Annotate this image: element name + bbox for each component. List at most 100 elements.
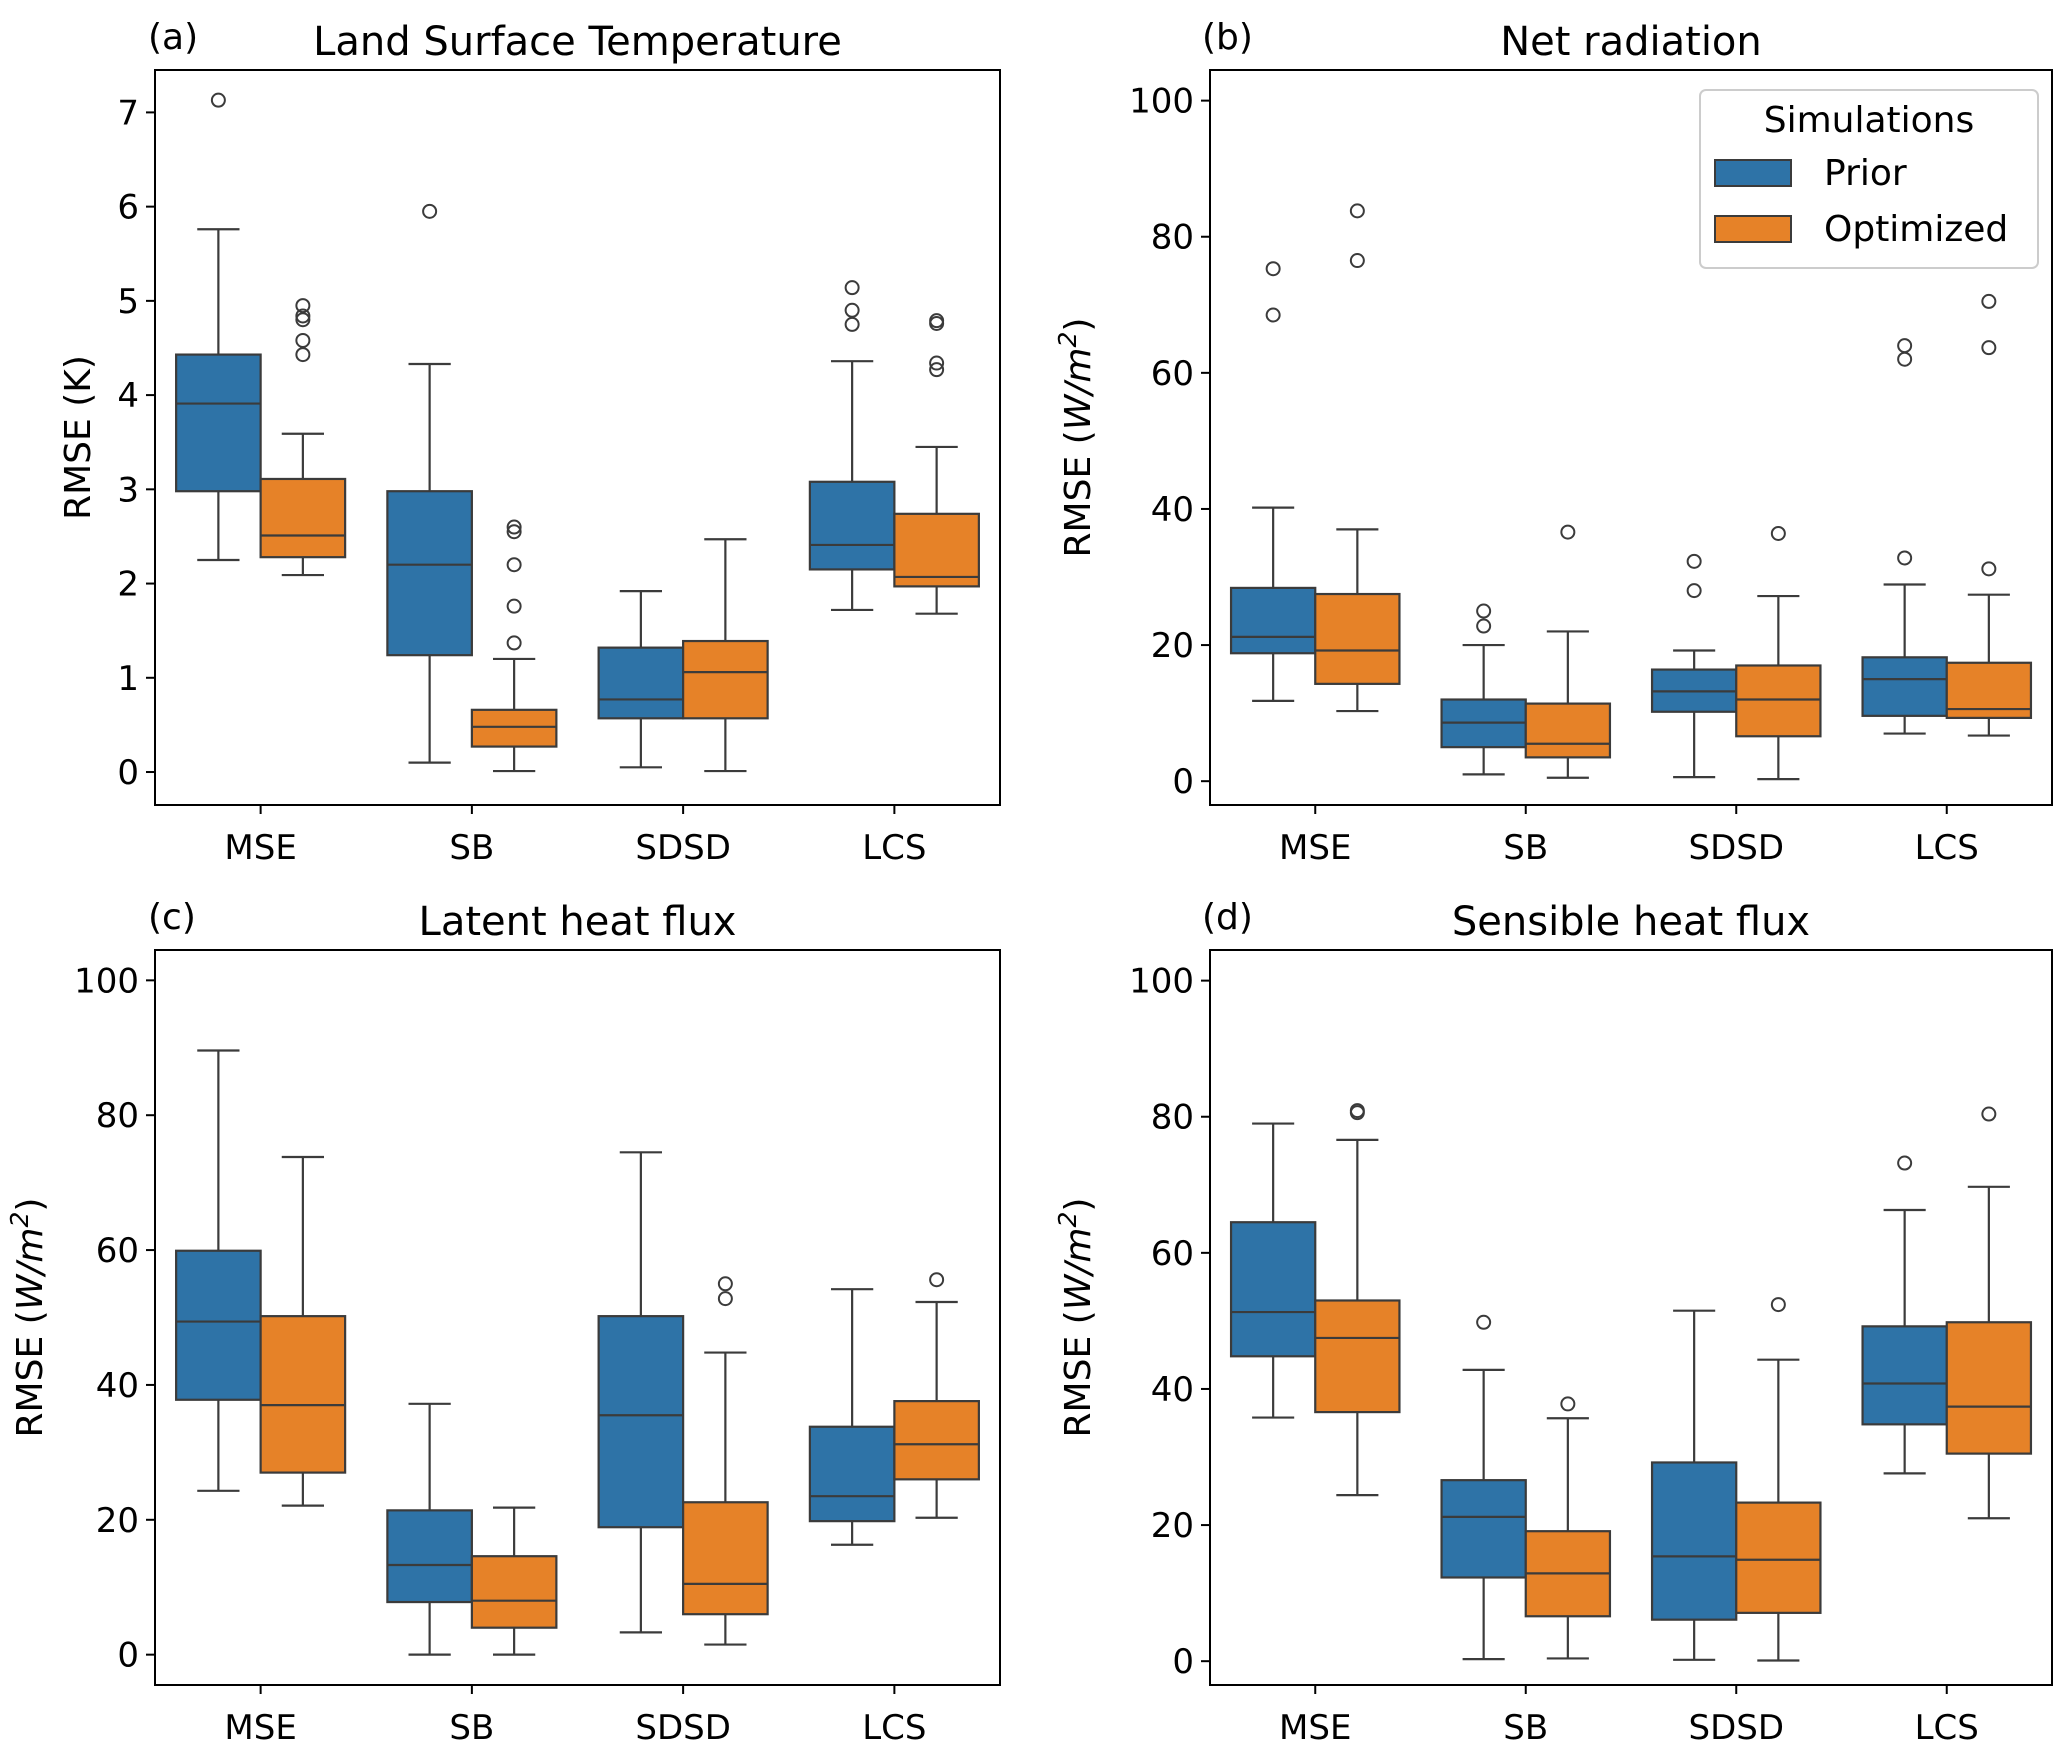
box-prior-lcs bbox=[1861, 338, 1948, 735]
y-tick-label: 5 bbox=[117, 282, 139, 322]
iqr-box bbox=[1524, 702, 1612, 759]
box-optimized-sb bbox=[1524, 524, 1612, 779]
iqr-box bbox=[682, 1501, 769, 1616]
box-optimized-lcs bbox=[893, 313, 980, 615]
box-prior-lcs bbox=[808, 280, 896, 612]
iqr-box bbox=[175, 1249, 262, 1401]
box-optimized-lcs bbox=[1945, 293, 2033, 737]
outlier-point bbox=[1560, 524, 1576, 540]
x-tick-label: MSE bbox=[224, 1708, 296, 1744]
axes-frame bbox=[154, 69, 1001, 806]
panel-1: 0 1 2 3 4 5 6 7 MSE SB SDSD LCS Land Surface Tempera… bbox=[58, 17, 1001, 868]
box-optimized-sdsd bbox=[1735, 525, 1822, 781]
box-prior-mse bbox=[175, 92, 262, 562]
box-optimized-sdsd bbox=[1735, 1297, 1822, 1662]
y-tick-label: 20 bbox=[96, 1501, 139, 1541]
iqr-box bbox=[808, 480, 896, 571]
outlier-point bbox=[1981, 1106, 1997, 1122]
box-optimized-mse bbox=[259, 1155, 347, 1507]
legend-swatch-optimized bbox=[1714, 215, 1792, 243]
y-tick-label: 0 bbox=[1172, 1642, 1194, 1682]
panel-title: Land Surface Temperature bbox=[313, 19, 842, 65]
outlier-point bbox=[929, 355, 945, 371]
iqr-box bbox=[1945, 1321, 2033, 1455]
outlier-point bbox=[1349, 253, 1365, 269]
box-prior-mse bbox=[175, 1049, 262, 1492]
outlier-point bbox=[210, 92, 226, 108]
x-tick-label: MSE bbox=[1279, 828, 1351, 868]
outlier-point bbox=[1476, 603, 1492, 619]
outlier-point bbox=[1897, 550, 1913, 566]
outlier-point bbox=[1686, 583, 1702, 599]
legend-label-prior: Prior bbox=[1824, 153, 1907, 194]
legend-title: Simulations bbox=[1764, 100, 1975, 141]
panel-title: Latent heat flux bbox=[419, 899, 737, 945]
outlier-point bbox=[1981, 340, 1997, 356]
iqr-box bbox=[682, 639, 769, 720]
box-optimized-mse bbox=[1314, 203, 1401, 713]
iqr-box bbox=[1735, 664, 1822, 738]
outlier-point bbox=[506, 598, 522, 614]
outlier-point bbox=[506, 557, 522, 573]
iqr-box bbox=[1650, 1461, 1738, 1621]
y-tick-label: 6 bbox=[117, 188, 139, 228]
legend-label-optimized: Optimized bbox=[1824, 209, 2008, 250]
box-prior-lcs bbox=[808, 1288, 896, 1546]
outlier-point bbox=[295, 308, 311, 324]
y-tick-label: 80 bbox=[1151, 1098, 1194, 1138]
y-axis-label: RMSE (K) bbox=[58, 355, 99, 520]
iqr-box bbox=[1440, 1479, 1527, 1579]
x-tick-label: LCS bbox=[1915, 828, 1979, 868]
outlier-point bbox=[1476, 618, 1492, 634]
box-prior-lcs bbox=[1861, 1155, 1948, 1475]
outlier-point bbox=[1897, 1155, 1913, 1171]
panel-label: (d) bbox=[1202, 897, 1253, 938]
iqr-box bbox=[470, 708, 558, 748]
outlier-point bbox=[1349, 203, 1365, 219]
x-tick-label: SB bbox=[1503, 828, 1548, 868]
outlier-point bbox=[844, 302, 860, 318]
panel-3: 0 20 40 60 80 100 MSE SB SDSD LCS Latent heat flux… bbox=[5, 897, 1001, 1744]
legend: Simulations Prior Optimized bbox=[1699, 89, 2039, 269]
outlier-point bbox=[1981, 561, 1997, 577]
x-tick-label: SB bbox=[449, 1708, 494, 1744]
outlier-point bbox=[1770, 525, 1786, 541]
y-tick-label: 40 bbox=[96, 1366, 139, 1406]
y-tick-label: 40 bbox=[1151, 490, 1194, 530]
y-tick-label: 0 bbox=[117, 753, 139, 793]
panel-title: Sensible heat flux bbox=[1452, 899, 1810, 945]
box-prior-mse bbox=[1229, 261, 1317, 702]
iqr-box bbox=[386, 1509, 473, 1604]
y-tick-label: 80 bbox=[1151, 218, 1194, 258]
y-tick-label: 100 bbox=[74, 961, 139, 1001]
outlier-point bbox=[1770, 1297, 1786, 1313]
x-tick-label: SDSD bbox=[1688, 1708, 1784, 1744]
outlier-point bbox=[295, 298, 311, 314]
y-tick-label: 4 bbox=[117, 376, 139, 416]
box-optimized-sb bbox=[470, 519, 558, 773]
iqr-box bbox=[893, 512, 980, 588]
y-tick-label: 0 bbox=[1172, 762, 1194, 802]
outlier-point bbox=[844, 280, 860, 296]
box-optimized-lcs bbox=[893, 1272, 980, 1519]
outlier-point bbox=[295, 312, 311, 328]
iqr-box bbox=[175, 353, 262, 493]
box-optimized-sdsd bbox=[682, 1276, 769, 1646]
axes-frame bbox=[154, 949, 1001, 1686]
outlier-point bbox=[717, 1276, 733, 1292]
iqr-box bbox=[1314, 1299, 1401, 1414]
box-prior-sdsd bbox=[597, 589, 685, 769]
box-prior-sb bbox=[386, 1402, 473, 1656]
panel-4: 0 20 40 60 80 100 MSE SB SDSD LCS Sensible heat fl… bbox=[1053, 897, 2053, 1744]
box-prior-sdsd bbox=[597, 1151, 685, 1634]
iqr-box bbox=[1229, 1221, 1317, 1358]
iqr-box bbox=[808, 1425, 896, 1523]
y-tick-label: 3 bbox=[117, 470, 139, 510]
iqr-box bbox=[1314, 592, 1401, 685]
outlier-point bbox=[717, 1291, 733, 1307]
outlier-point bbox=[1897, 338, 1913, 354]
outlier-point bbox=[295, 347, 311, 363]
iqr-box bbox=[1861, 656, 1948, 717]
box-prior-sb bbox=[1440, 603, 1527, 776]
